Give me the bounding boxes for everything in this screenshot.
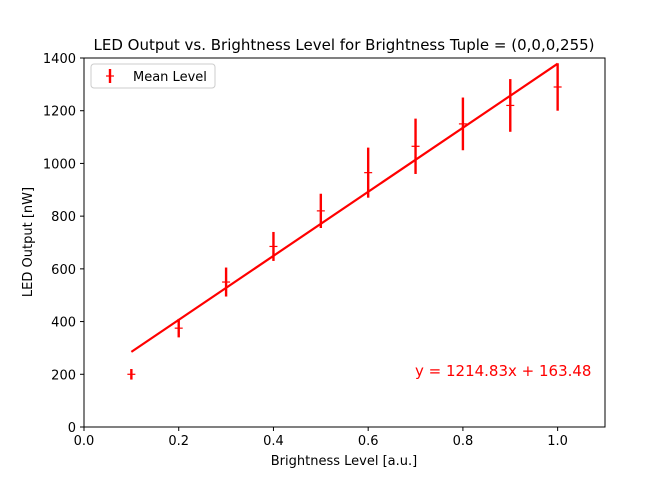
x-tick-label: 0.0 bbox=[74, 434, 95, 449]
y-tick-label: 600 bbox=[51, 263, 76, 278]
legend-label-mean-level: Mean Level bbox=[133, 70, 207, 85]
x-tick-label: 0.6 bbox=[358, 434, 379, 449]
y-tick-label: 400 bbox=[51, 316, 76, 331]
y-tick-label: 1000 bbox=[43, 157, 76, 172]
plot-frame bbox=[83, 57, 606, 428]
x-axis-label: Brightness Level [a.u.] bbox=[271, 454, 417, 469]
x-axis-ticks: 0.0 0.2 0.4 0.6 0.8 1.0 bbox=[74, 427, 568, 449]
y-tick-label: 200 bbox=[51, 368, 76, 383]
fit-line bbox=[130, 62, 559, 353]
x-tick-label: 0.4 bbox=[263, 434, 284, 449]
y-tick-label: 800 bbox=[51, 210, 76, 225]
y-tick-label: 0 bbox=[68, 421, 76, 436]
y-tick-label: 1400 bbox=[43, 52, 76, 67]
fit-equation-annotation: y = 1214.83x + 163.48 bbox=[415, 362, 591, 380]
chart-title: LED Output vs. Brightness Level for Brig… bbox=[93, 36, 594, 54]
legend-errorbar-marker bbox=[106, 69, 114, 83]
plot-area bbox=[84, 58, 605, 427]
x-tick-label: 1.0 bbox=[547, 434, 568, 449]
series-layer bbox=[127, 62, 562, 380]
y-tick-label: 1200 bbox=[43, 105, 76, 120]
legend: Mean Level bbox=[90, 63, 216, 89]
y-axis-label: LED Output [nW] bbox=[21, 187, 36, 297]
x-tick-label: 0.2 bbox=[168, 434, 189, 449]
y-axis-ticks: 0 200 400 600 800 1000 1200 1400 bbox=[43, 52, 84, 436]
legend-box bbox=[90, 63, 216, 89]
x-tick-label: 0.8 bbox=[453, 434, 474, 449]
